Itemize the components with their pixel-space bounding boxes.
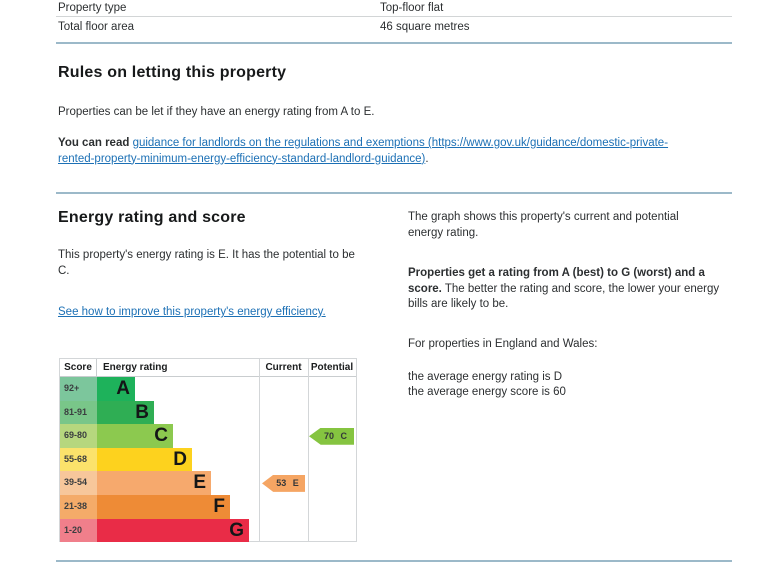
rules-intro: Properties can be let if they have an en… — [58, 106, 375, 118]
property-type-label: Property type — [58, 2, 127, 14]
epc-band-bar-a: A — [97, 377, 135, 401]
epc-score-range-b: 81-91 — [60, 400, 97, 425]
read-prefix: You can read — [58, 137, 133, 149]
current-column-divider — [259, 359, 260, 541]
potential-column-divider — [308, 359, 309, 541]
epc-potential-rating-arrow: 70 C — [309, 427, 354, 445]
epc-chart-header: Score Energy rating Current Potential — [60, 359, 356, 377]
epc-band-bar-c: C — [97, 424, 173, 448]
epc-current-rating-arrow: 53 E — [262, 474, 305, 492]
epc-score-range-f: 21-38 — [60, 494, 97, 519]
average-rating-line: the average energy rating is D — [408, 371, 563, 383]
row-divider — [56, 16, 732, 17]
epc-band-row-c: 69-80 C — [60, 424, 356, 448]
property-type-value: Top-floor flat — [380, 2, 444, 14]
epc-chart: Score Energy rating Current Potential 92… — [59, 358, 357, 543]
floor-area-label: Total floor area — [58, 21, 135, 33]
epc-header-score: Score — [60, 359, 97, 376]
epc-band-bar-g: G — [97, 518, 249, 543]
epc-band-row-d: 55-68 D — [60, 447, 356, 472]
rating-explainer-bold: Properties get a rating from A (best) to… — [408, 267, 705, 295]
section-divider — [56, 560, 732, 562]
table-row: Total floor area 46 square metres — [58, 21, 730, 33]
table-row: Property type Top-floor flat — [58, 2, 730, 14]
epc-score-range-g: 1-20 — [60, 518, 97, 543]
epc-band-bar-f: F — [97, 494, 230, 519]
rating-heading: Energy rating and score — [58, 209, 246, 226]
rules-heading: Rules on letting this property — [58, 64, 287, 81]
floor-area-value: 46 square metres — [380, 21, 470, 33]
epc-chart-body: 92+ A 81-91 B 69-80 C 55-68 D 39-54 E 21-38 F 1-20 G — [60, 377, 356, 543]
epc-band-row-e: 39-54 E — [60, 471, 356, 495]
epc-score-range-a: 92+ — [60, 377, 97, 401]
epc-band-row-b: 81-91 B — [60, 400, 356, 425]
epc-band-bar-b: B — [97, 400, 154, 425]
epc-band-row-g: 1-20 G — [60, 518, 356, 543]
section-divider — [56, 42, 732, 44]
rating-explainer: Properties get a rating from A (best) to… — [408, 266, 726, 313]
epc-band-row-f: 21-38 F — [60, 494, 356, 519]
rating-summary: This property's energy rating is E. It h… — [58, 249, 355, 277]
average-score-line: the average energy score is 60 — [408, 386, 566, 398]
epc-score-range-e: 39-54 — [60, 471, 97, 495]
epc-header-current: Current — [265, 362, 302, 373]
epc-band-row-a: 92+ A — [60, 377, 356, 401]
sentence-period: . — [425, 152, 429, 165]
improve-efficiency-link[interactable]: See how to improve this property's energ… — [58, 306, 326, 318]
section-divider — [56, 192, 732, 194]
landlord-guidance-link[interactable]: guidance for landlords on the regulation… — [58, 137, 669, 165]
improve-link-wrap: See how to improve this property's energ… — [58, 305, 326, 321]
rating-explainer-rest: The better the rating and score, the low… — [408, 282, 720, 311]
epc-header-potential: Potential — [310, 362, 354, 373]
rules-guidance-paragraph: You can read guidance for landlords on t… — [58, 136, 702, 167]
epc-header-rating: Energy rating — [103, 362, 168, 373]
regions-line: For properties in England and Wales: — [408, 338, 598, 350]
graph-intro: The graph shows this property's current … — [408, 211, 679, 239]
epc-score-range-d: 55-68 — [60, 447, 97, 472]
epc-score-range-c: 69-80 — [60, 424, 97, 448]
epc-band-bar-d: D — [97, 447, 192, 472]
epc-band-bar-e: E — [97, 471, 211, 495]
